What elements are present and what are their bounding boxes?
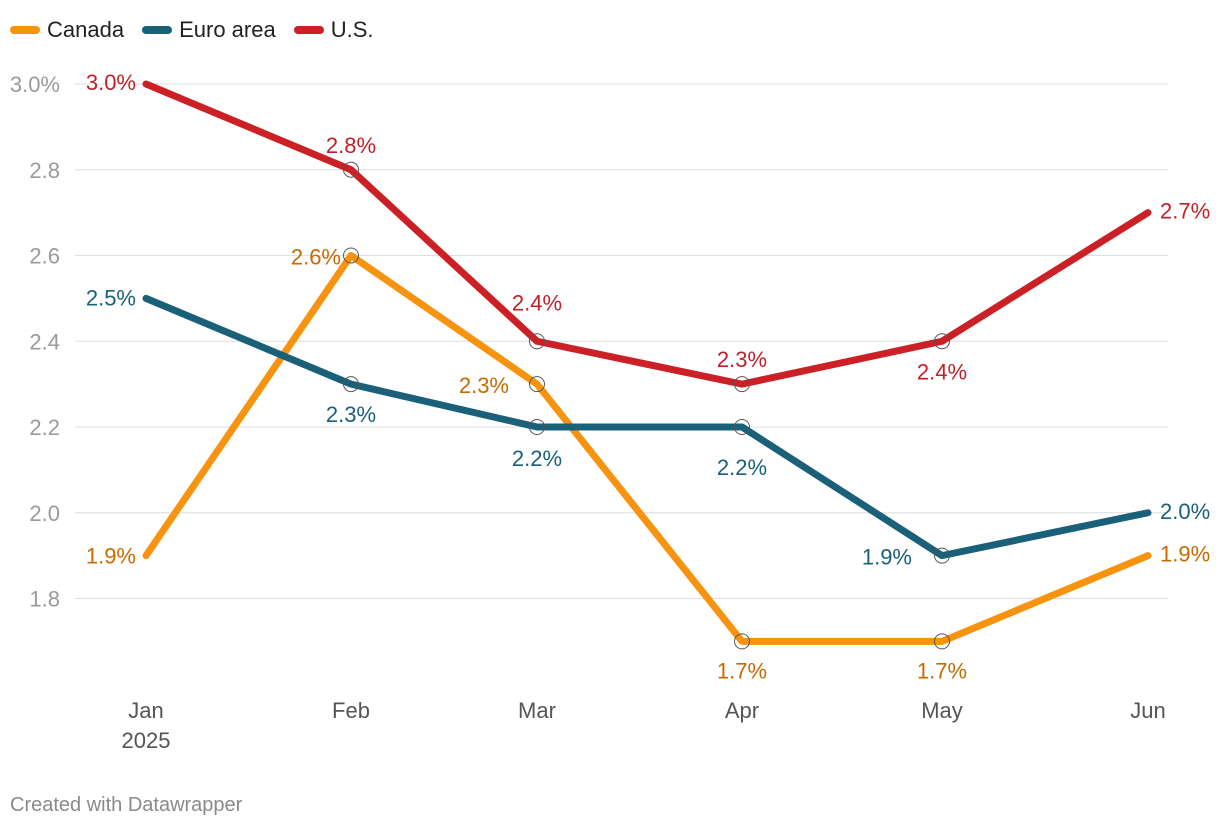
data-label-euro-area: 2.2% <box>717 455 767 480</box>
legend-swatch-us <box>293 26 324 34</box>
chart-legend: Canada Euro area U.S. <box>10 16 374 44</box>
data-point-u-s <box>343 161 359 178</box>
data-label-euro-area: 2.2% <box>512 446 562 471</box>
data-label-euro-area: 2.3% <box>326 402 376 427</box>
footer-credit: Created with Datawrapper <box>10 794 243 816</box>
x-tick-label: Apr <box>725 698 759 723</box>
data-point-euro-area <box>529 419 545 435</box>
data-label-canada: 2.3% <box>459 373 509 398</box>
data-point-canada <box>343 247 359 264</box>
data-label-canada: 2.6% <box>291 245 341 270</box>
x-tick-label: Feb <box>332 698 370 723</box>
series-line-euro-area <box>142 294 1152 560</box>
data-label-u-s: 2.4% <box>917 359 967 384</box>
x-tick-label: Jan <box>128 698 163 723</box>
data-point-canada <box>934 633 950 650</box>
data-label-u-s: 2.4% <box>512 290 562 315</box>
line-chart: 3.0% 2.8 2.6 2.4 2.2 2.0 1.8 Jan 2025 Feb Mar Apr Ma… <box>10 70 1210 753</box>
series-line-u-s <box>142 80 1152 388</box>
legend-swatch-euro-area <box>142 26 173 34</box>
legend-item-euro-area: Euro area <box>142 17 276 43</box>
series-line-canada <box>142 252 1152 645</box>
y-tick-label: 2.6 <box>29 244 60 269</box>
data-label-canada: 1.7% <box>717 658 767 683</box>
data-label-u-s: 3.0% <box>86 70 136 95</box>
legend-label-us: U.S. <box>330 17 374 42</box>
data-label-euro-area: 2.5% <box>86 285 136 310</box>
x-tick-label: Jun <box>1130 698 1165 723</box>
y-tick-label: 2.0 <box>29 501 60 526</box>
legend-item-canada: Canada <box>10 17 124 43</box>
data-label-euro-area: 1.9% <box>862 545 912 570</box>
data-point-canada <box>734 633 750 650</box>
data-label-euro-area: 2.0% <box>1160 499 1210 524</box>
legend-label-canada: Canada <box>47 17 125 42</box>
y-tick-label: 3.0% <box>10 72 60 97</box>
data-point-u-s <box>934 333 950 350</box>
data-point-u-s <box>529 333 545 350</box>
legend-swatch-canada <box>10 26 40 34</box>
data-point-euro-area <box>734 419 750 435</box>
data-label-u-s: 2.3% <box>717 347 767 372</box>
data-point-euro-area <box>934 547 950 564</box>
data-point-canada <box>529 376 545 393</box>
y-tick-label: 1.8 <box>29 587 60 612</box>
legend-label-euro-area: Euro area <box>179 17 276 42</box>
data-point-u-s <box>734 376 750 393</box>
x-tick-label: May <box>921 698 963 723</box>
legend-item-us: U.S. <box>293 17 374 43</box>
y-tick-label: 2.2 <box>29 415 60 440</box>
data-point-euro-area <box>343 376 359 393</box>
data-label-canada: 1.7% <box>917 658 967 683</box>
data-label-u-s: 2.7% <box>1160 199 1210 224</box>
data-label-canada: 1.9% <box>1160 542 1210 567</box>
data-label-u-s: 2.8% <box>326 133 376 158</box>
data-label-canada: 1.9% <box>86 544 136 569</box>
y-tick-label: 2.8 <box>29 158 60 183</box>
x-tick-label: Mar <box>518 698 556 723</box>
x-tick-sublabel: 2025 <box>122 728 171 753</box>
y-tick-label: 2.4 <box>29 329 60 354</box>
